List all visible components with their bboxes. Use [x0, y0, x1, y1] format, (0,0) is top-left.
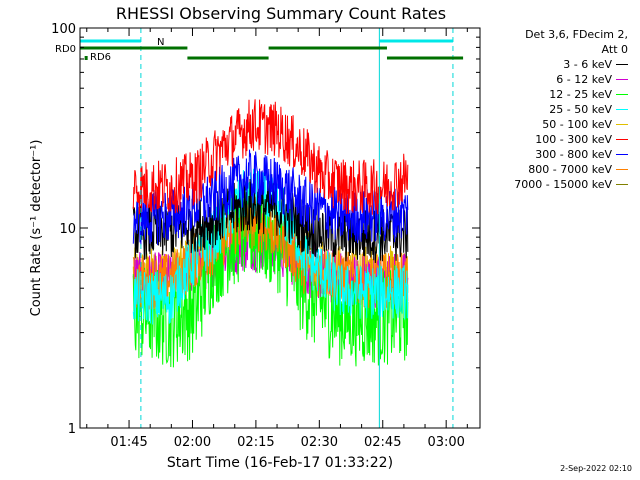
- legend-item-label: 6 - 12 keV: [556, 73, 612, 86]
- legend-swatch: [616, 109, 628, 110]
- y-tick-label: 1: [68, 422, 76, 437]
- legend-item-label: 3 - 6 keV: [563, 58, 612, 71]
- legend-item-label: 100 - 300 keV: [535, 133, 612, 146]
- legend-rows: 3 - 6 keV 6 - 12 keV 12 - 25 keV 25 - 50 ke…: [482, 57, 632, 192]
- legend-item: 50 - 100 keV: [482, 117, 632, 132]
- legend-header-line2: Att 0: [601, 43, 628, 56]
- x-tick-label: 01:45: [110, 435, 147, 450]
- legend-swatch: [616, 64, 628, 65]
- n-flag-label: N: [157, 37, 164, 48]
- series-line-6: [132, 149, 409, 246]
- series-layer: [132, 99, 409, 368]
- legend-item-label: 800 - 7000 keV: [528, 163, 612, 176]
- legend-header-line1: Det 3,6, FDecim 2,: [525, 28, 628, 41]
- legend-item: 25 - 50 keV: [482, 102, 632, 117]
- x-axis-label: Start Time (16-Feb-17 01:33:22): [167, 455, 393, 471]
- rd0-label: RD0: [55, 44, 76, 55]
- legend-swatch: [616, 184, 628, 185]
- legend-item-label: 7000 - 15000 keV: [514, 178, 612, 191]
- x-tick-label: 02:15: [237, 435, 274, 450]
- legend: Det 3,6, FDecim 2, Att 0 3 - 6 keV 6 - 12…: [482, 27, 632, 192]
- y-axis: 1 10 100: [51, 22, 480, 437]
- x-axis: 01:45 02:00 02:15 02:30 02:45 03:00: [86, 28, 468, 450]
- x-tick-label: 02:30: [301, 435, 338, 450]
- y-tick-label: 10: [59, 222, 76, 237]
- y-tick-label: 100: [51, 22, 76, 37]
- legend-item: 12 - 25 keV: [482, 87, 632, 102]
- legend-item: 800 - 7000 keV: [482, 162, 632, 177]
- legend-swatch: [616, 79, 628, 80]
- legend-item-label: 50 - 100 keV: [542, 118, 612, 131]
- series-line-5: [132, 99, 409, 215]
- overlay-layer: [80, 28, 464, 428]
- chart-title: RHESSI Observing Summary Count Rates: [116, 4, 446, 23]
- x-tick-label: 03:00: [427, 435, 464, 450]
- legend-item: 6 - 12 keV: [482, 72, 632, 87]
- legend-item-label: 12 - 25 keV: [549, 88, 612, 101]
- x-tick-label: 02:45: [364, 435, 401, 450]
- legend-swatch: [616, 94, 628, 95]
- legend-item: 100 - 300 keV: [482, 132, 632, 147]
- legend-swatch: [616, 169, 628, 170]
- footer-timestamp: 2-Sep-2022 02:10: [560, 464, 632, 473]
- legend-swatch: [616, 154, 628, 155]
- legend-item: 3 - 6 keV: [482, 57, 632, 72]
- legend-swatch: [616, 139, 628, 140]
- y-axis-label: Count Rate (s⁻¹ detector⁻¹): [29, 140, 44, 317]
- rd6-label: RD6: [90, 52, 111, 63]
- rd6-marker: [84, 56, 88, 60]
- legend-item-label: 25 - 50 keV: [549, 103, 612, 116]
- legend-item: 7000 - 15000 keV: [482, 177, 632, 192]
- legend-swatch: [616, 124, 628, 125]
- legend-item: 300 - 800 keV: [482, 147, 632, 162]
- legend-item-label: 300 - 800 keV: [535, 148, 612, 161]
- x-tick-label: 02:00: [174, 435, 211, 450]
